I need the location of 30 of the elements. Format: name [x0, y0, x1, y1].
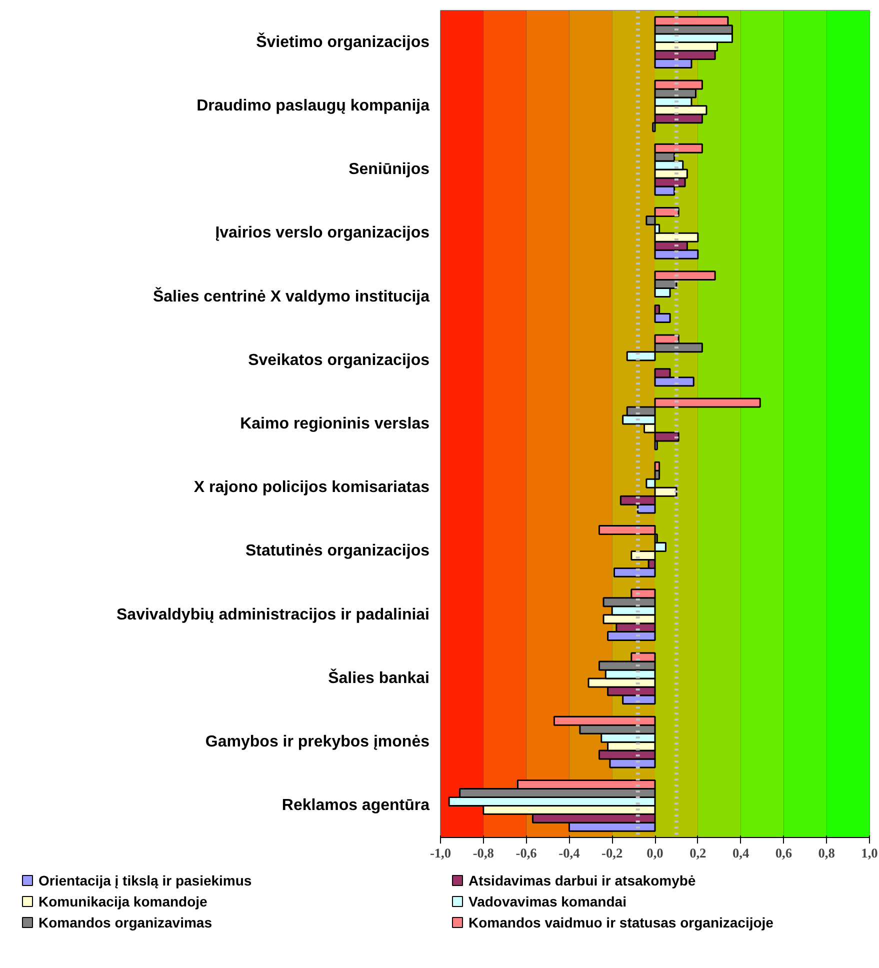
y-tick-label: Reklamos agentūra [282, 797, 430, 814]
x-tick-label: -0,2 [602, 846, 623, 860]
legend-label: Vadovavimas komandai [468, 894, 626, 910]
x-tick-label: 1,0 [861, 846, 878, 860]
x-tick-label: -0,4 [558, 846, 580, 860]
x-tick-label: 0,2 [690, 846, 707, 860]
y-tick-label: Draudimo paslaugų kompanija [196, 97, 430, 114]
x-tick-label: -0,8 [472, 846, 494, 860]
legend-label: Komunikacija komandoje [38, 894, 208, 910]
y-tick-label: Šalies bankai [328, 668, 430, 687]
x-tick-label: 0,4 [732, 846, 750, 860]
legend-label: Komandos vaidmuo ir statusas organizacijoje [468, 914, 774, 930]
legend-label: Komandos organizavimas [38, 914, 212, 930]
y-tick-label: X rajono policijos komisariatas [194, 479, 430, 496]
x-tick-label: 0,8 [818, 846, 836, 860]
y-tick-label: Savivaldybių administracijos ir padaliniai [116, 606, 430, 624]
y-tick-label: Kaimo regioninis verslas [240, 416, 430, 432]
y-tick-label: Įvairios verslo organizacijos [215, 224, 430, 242]
x-tick-label: -0,6 [516, 846, 538, 860]
legend-label: Atsidavimas darbui ir atsakomybė [468, 872, 696, 888]
y-tick-label: Švietimo organizacijos [256, 32, 430, 51]
x-tick-label: -1,0 [430, 846, 452, 860]
legend-label: Orientacija į tikslą ir pasiekimus [38, 872, 252, 888]
y-tick-label: Šalies centrinė X valdymo institucija [152, 286, 430, 306]
x-tick-label: 0,6 [775, 846, 792, 860]
y-tick-label: Seniūnijos [348, 161, 430, 178]
y-tick-label: Statutinės organizacijos [245, 542, 430, 560]
y-tick-label: Gamybos ir prekybos įmonės [205, 734, 430, 751]
y-tick-label: Sveikatos organizacijos [248, 352, 430, 369]
x-tick-label: 0,0 [646, 846, 664, 860]
